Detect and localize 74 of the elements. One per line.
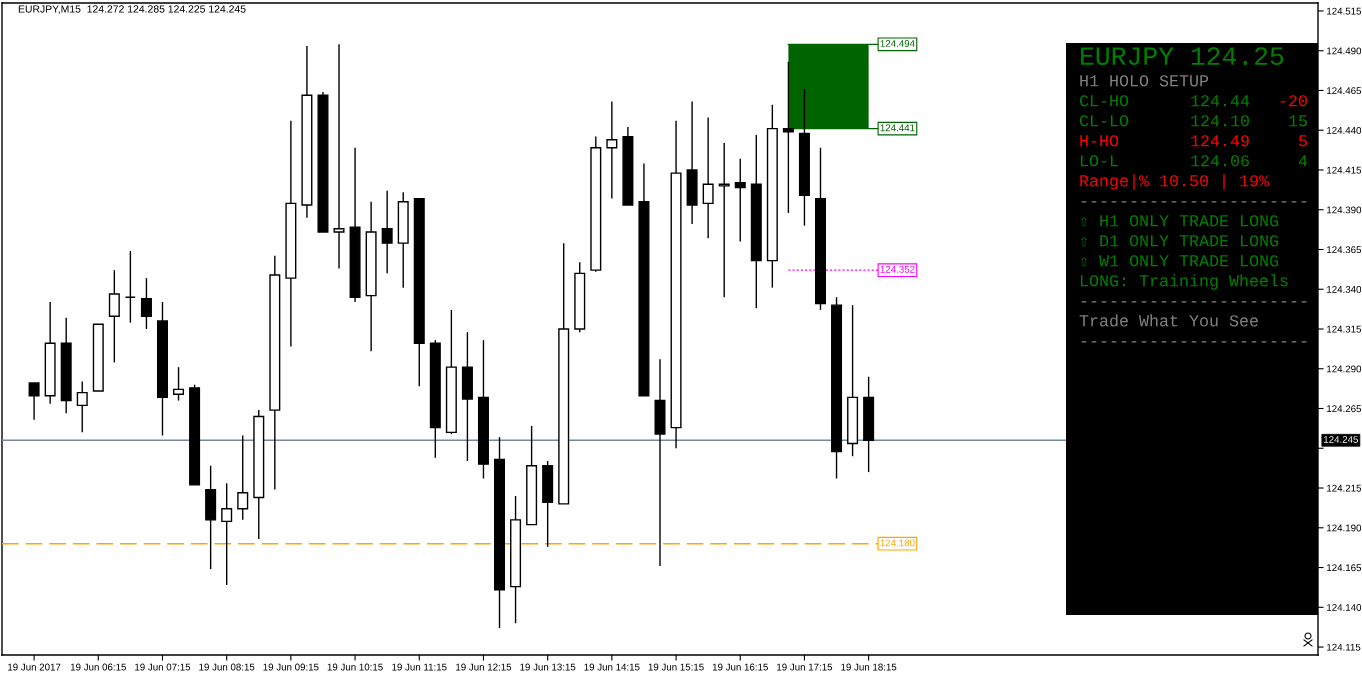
candlestick — [606, 100, 618, 200]
y-tick-label: 124.390 — [1327, 206, 1362, 214]
text: H1 HOLO SETUP — [1080, 75, 1209, 87]
x-tick-label: 19 Jun 17:15 — [777, 663, 833, 671]
annotation: LONG: Training Wheels — [1080, 274, 1288, 290]
category-label: CL-LO — [1079, 115, 1129, 127]
annotation: Trade What You See — [1079, 314, 1258, 327]
y-tick-label: 124.190 — [1327, 524, 1362, 532]
data-label: 124.44 — [1191, 95, 1250, 107]
x-tick-label: 19 Jun 13:15 — [520, 663, 576, 671]
y-tick-label: 124.115 — [1327, 643, 1361, 651]
x-tick-label: 19 Jun 08:15 — [199, 663, 255, 671]
text: EURJPY 124.25 — [1081, 47, 1284, 66]
ref-line-label: 124.352 — [880, 265, 915, 273]
candlestick — [124, 250, 136, 324]
y-tick-label: 124.440 — [1327, 126, 1362, 134]
candlestick — [702, 116, 714, 240]
ref-line-label: 124.180 — [880, 539, 915, 547]
candlestick — [381, 189, 393, 275]
candlestick — [28, 382, 40, 421]
chart-title: EURJPY,M15 124.272 124.285 124.225 124.245 — [18, 5, 246, 14]
data-label: 5 — [1299, 135, 1307, 147]
y-tick-label: 124.165 — [1327, 564, 1362, 572]
candlestick — [237, 434, 249, 521]
category-label: LO-L — [1080, 155, 1118, 167]
x-tick-label: 19 Jun 18:15 — [841, 663, 897, 671]
candlestick — [734, 158, 746, 243]
ref-line-label: 124.441 — [880, 124, 915, 132]
y-tick-label: 124.340 — [1327, 285, 1362, 293]
y-tick-label: 124.265 — [1327, 405, 1362, 413]
candlestick — [140, 277, 152, 330]
annotation: ⇧ D1 ONLY TRADE LONG — [1080, 235, 1279, 247]
y-tick-label: 124.515 — [1327, 7, 1362, 15]
candlestick — [173, 366, 185, 402]
annotation: ⇧ H1 ONLY TRADE LONG — [1080, 215, 1279, 227]
y-tick-label: 124.365 — [1327, 246, 1362, 254]
x-tick-label: 19 Jun 07:15 — [135, 663, 191, 671]
annotation: ⇧ W1 ONLY TRADE LONG — [1080, 255, 1279, 267]
candlestick — [221, 482, 233, 586]
annotation: ----------------------- — [1081, 201, 1307, 203]
data-label: 124.06 — [1191, 155, 1249, 167]
category-label: CL-HO — [1079, 95, 1129, 107]
x-tick-label: 19 Jun 09:15 — [263, 663, 319, 671]
data-label: 4 — [1298, 155, 1308, 167]
candlestick — [333, 43, 345, 270]
x-tick-label: 19 Jun 10:15 — [327, 663, 383, 671]
x-tick-label: 19 Jun 2017 — [8, 663, 61, 671]
y-tick-label: 124.415 — [1327, 166, 1362, 174]
candlestick — [108, 269, 120, 364]
annotation: Range|% 10.50 | 19% — [1080, 174, 1270, 190]
y-tick-label: 124.140 — [1327, 604, 1362, 611]
x-tick-label: 19 Jun 16:15 — [712, 663, 768, 671]
category-label: H-HO — [1080, 135, 1119, 147]
y-tick-label: 124.490 — [1327, 47, 1362, 55]
y-tick-label: 124.465 — [1327, 87, 1362, 95]
data-label: 15 — [1289, 115, 1307, 127]
annotation: ----------------------- — [1081, 341, 1307, 343]
candlestick — [718, 142, 730, 298]
annotation: ----------------------- — [1081, 301, 1307, 303]
y-tick-label: 124.315 — [1327, 325, 1362, 333]
x-tick-label: 19 Jun 14:15 — [584, 663, 640, 671]
y-tick-label: 124.290 — [1327, 365, 1362, 373]
ref-line-label: 124.245 — [1324, 436, 1358, 443]
ref-line-label: 124.494 — [880, 40, 915, 47]
candlestick — [782, 61, 794, 214]
data-label: 124.10 — [1191, 115, 1249, 127]
x-tick-label: 19 Jun 06:15 — [70, 663, 126, 671]
data-label: 124.49 — [1191, 135, 1249, 147]
x-tick-label: 19 Jun 12:15 — [456, 663, 512, 671]
x-tick-label: 19 Jun 11:15 — [392, 663, 447, 671]
x-tick-label: 19 Jun 15:15 — [648, 663, 704, 671]
y-tick-label: 124.215 — [1327, 484, 1362, 492]
candlestick — [76, 380, 88, 434]
data-label: -20 — [1280, 95, 1307, 107]
